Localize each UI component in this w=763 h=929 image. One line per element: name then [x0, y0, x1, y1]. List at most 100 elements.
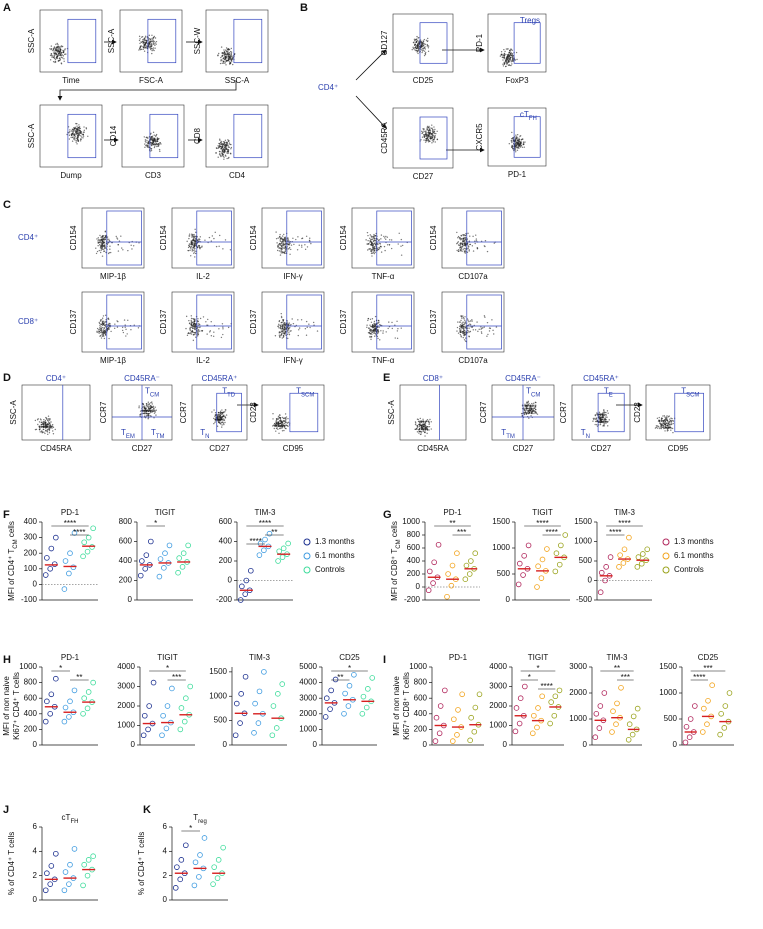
event-dot — [222, 143, 225, 145]
x-axis-label: FoxP3 — [505, 76, 529, 85]
data-point — [638, 560, 645, 567]
event-dot — [79, 140, 82, 142]
event-dot — [143, 407, 145, 409]
event-dot — [208, 236, 211, 239]
event-dot — [76, 130, 79, 132]
event-dot — [70, 134, 73, 137]
data-point — [191, 882, 198, 889]
event-dot — [423, 423, 426, 426]
event-dot — [138, 49, 140, 51]
event-dot — [475, 238, 478, 240]
event-dot — [417, 418, 419, 421]
event-dot — [139, 48, 141, 50]
event-dot — [434, 141, 436, 143]
event-dot — [434, 128, 436, 131]
text-part: Tregs — [520, 16, 540, 25]
significance-label: *** — [172, 673, 181, 682]
data-point — [273, 725, 280, 731]
event-dot — [152, 406, 154, 409]
event-dot — [215, 147, 218, 149]
event-dot — [186, 240, 188, 243]
event-dot — [272, 424, 275, 426]
event-dot — [301, 237, 304, 239]
event-dot — [192, 242, 194, 245]
event-dot — [371, 331, 373, 333]
y-tick-label: 800 — [414, 678, 428, 687]
event-dot — [102, 237, 104, 240]
data-point — [44, 555, 50, 561]
event-dot — [480, 326, 482, 328]
event-dot — [145, 40, 148, 42]
event-dot — [50, 53, 52, 55]
event-dot — [150, 137, 153, 140]
event-dot — [58, 57, 60, 60]
event-dot — [429, 136, 431, 139]
event-dot — [663, 427, 665, 430]
plot-frame — [571, 384, 631, 441]
gate — [286, 210, 322, 266]
event-dot — [80, 132, 83, 135]
data-point — [425, 587, 432, 594]
event-dot — [278, 327, 280, 329]
data-point — [172, 885, 179, 891]
event-dot — [511, 58, 514, 61]
event-dot — [69, 129, 71, 131]
event-dot — [426, 45, 428, 47]
event-dot — [472, 329, 474, 331]
y-tick-label: 0 — [673, 740, 678, 749]
event-dot — [668, 426, 670, 429]
event-dot — [595, 418, 597, 420]
event-dot — [287, 238, 289, 240]
event-dot — [427, 139, 429, 142]
event-dot — [225, 414, 228, 416]
significance-label: **** — [259, 519, 271, 528]
event-dot — [278, 320, 281, 322]
data-point — [85, 689, 92, 695]
event-dot — [227, 51, 229, 53]
event-dot — [63, 53, 66, 56]
event-dot — [219, 62, 222, 65]
data-point — [682, 739, 689, 746]
y-tick-label: 400 — [24, 517, 38, 526]
data-point — [620, 560, 627, 566]
event-dot — [193, 322, 196, 324]
event-dot — [73, 138, 75, 140]
event-dot — [670, 420, 672, 422]
event-dot — [149, 41, 152, 43]
text-part: PD-1 — [443, 508, 462, 517]
y-tick-label: 1000 — [299, 725, 317, 734]
event-dot — [370, 248, 373, 251]
legend-marker — [303, 552, 311, 560]
event-dot — [459, 249, 462, 251]
event-dot — [37, 423, 39, 426]
event-dot — [51, 427, 53, 429]
gate-label: TTM — [501, 428, 515, 439]
event-dot — [506, 63, 508, 65]
event-dot — [417, 49, 420, 52]
event-dot — [287, 237, 289, 239]
event-dot — [147, 145, 149, 147]
event-dot — [431, 133, 434, 135]
event-dot — [370, 252, 373, 255]
data-point — [89, 544, 95, 550]
event-dot — [372, 247, 375, 249]
event-dot — [374, 328, 377, 331]
event-dot — [516, 136, 518, 138]
event-dot — [221, 153, 223, 155]
event-dot — [517, 141, 520, 143]
event-dot — [154, 406, 156, 408]
event-dot — [424, 428, 426, 431]
event-dot — [72, 131, 74, 133]
event-dot — [462, 317, 465, 319]
event-dot — [385, 235, 387, 238]
data-point — [162, 550, 168, 556]
event-dot — [500, 51, 503, 53]
event-dot — [309, 237, 311, 239]
event-dot — [280, 334, 282, 337]
text-part: PD-1 — [61, 508, 80, 517]
event-dot — [53, 56, 55, 58]
event-dot — [227, 49, 229, 51]
event-dot — [45, 416, 47, 419]
event-dot — [146, 145, 148, 147]
event-dot — [57, 54, 60, 57]
